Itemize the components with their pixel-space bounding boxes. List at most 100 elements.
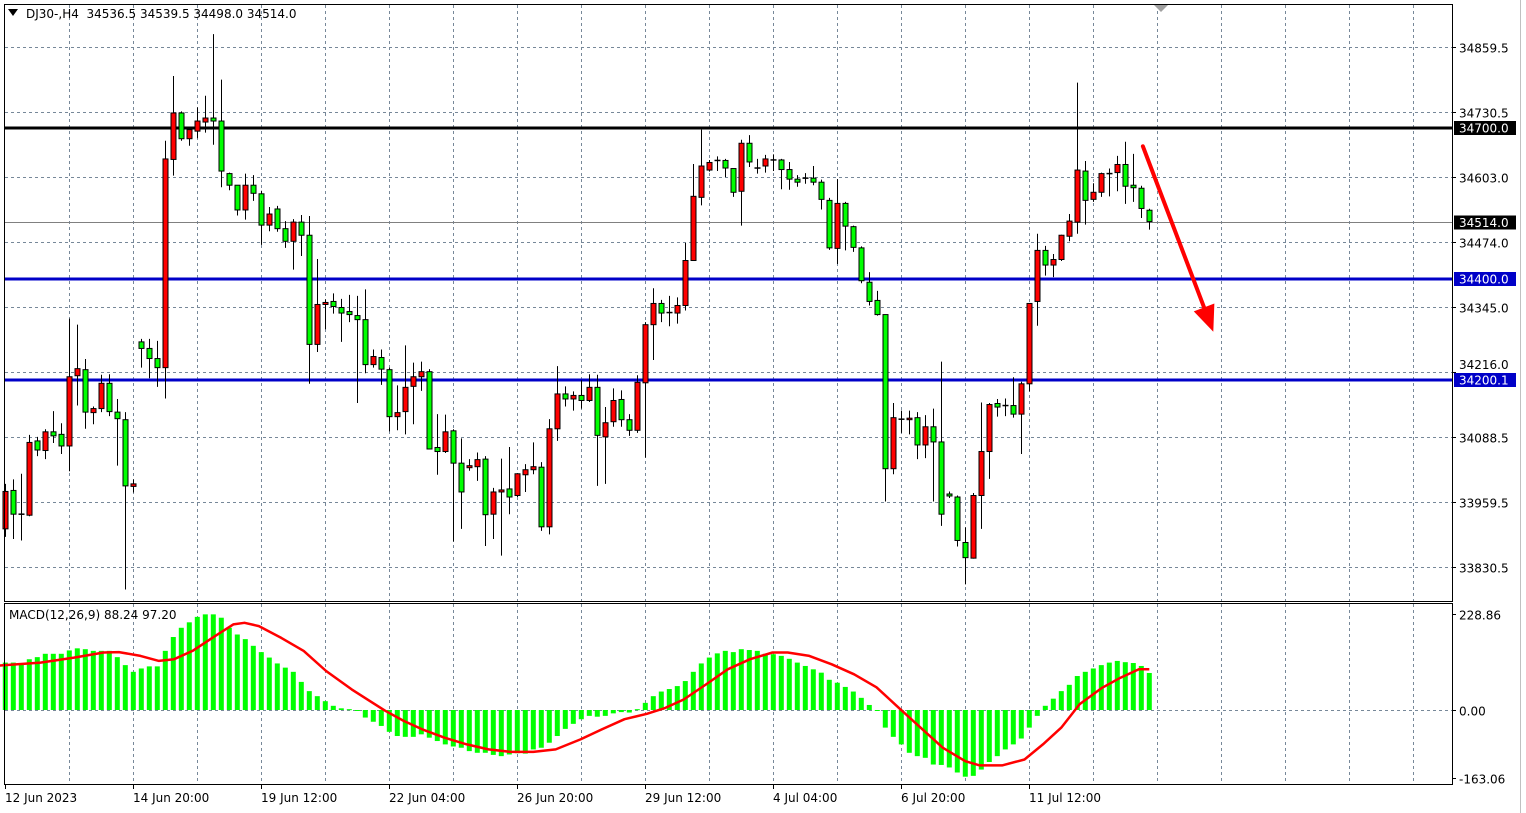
macd-histogram-bar xyxy=(690,671,696,710)
macd-histogram-bar xyxy=(378,710,384,726)
candle xyxy=(498,458,505,556)
time-axis-label: 6 Jul 20:00 xyxy=(901,791,965,805)
candle xyxy=(1106,168,1113,197)
candle-body xyxy=(98,382,105,410)
candle xyxy=(362,289,369,374)
candle xyxy=(130,479,137,493)
candle xyxy=(810,166,817,186)
macd-histogram-bar xyxy=(1114,660,1120,710)
macd-histogram-bar xyxy=(1122,662,1128,710)
candle xyxy=(450,429,457,542)
candle-body xyxy=(546,428,553,528)
candle xyxy=(154,340,161,387)
candle xyxy=(106,374,113,417)
candle xyxy=(386,367,393,432)
candle-body xyxy=(186,129,193,140)
macd-title: MACD(12,26,9) 88.24 97.20 xyxy=(9,608,177,622)
macd-histogram-bar xyxy=(770,654,776,710)
candle-body xyxy=(378,357,385,370)
candle-body xyxy=(282,228,289,242)
candle xyxy=(226,172,233,191)
candle-body xyxy=(234,184,241,211)
candle-body xyxy=(578,394,585,401)
macd-histogram-bar xyxy=(882,710,888,728)
candle xyxy=(786,161,793,190)
candle-body xyxy=(474,459,481,468)
candle xyxy=(1050,253,1057,278)
arrow-head-icon xyxy=(1193,303,1215,332)
level-label-bg xyxy=(1454,121,1516,135)
macd-histogram-bar xyxy=(338,708,344,710)
macd-histogram-bar xyxy=(650,696,656,710)
candle-body xyxy=(978,451,985,496)
level-label: 34700.0 xyxy=(1459,122,1509,136)
candle-body xyxy=(986,404,993,453)
candle xyxy=(394,385,401,431)
candle xyxy=(842,201,849,251)
macd-histogram-bar xyxy=(890,710,896,737)
candle xyxy=(458,438,465,529)
candle xyxy=(618,390,625,427)
candle xyxy=(866,272,873,306)
macd-histogram-bar xyxy=(914,710,920,757)
candle-body xyxy=(386,369,393,418)
candle xyxy=(858,246,865,284)
macd-histogram-bar xyxy=(34,657,40,710)
candle-body xyxy=(506,488,513,498)
level-label: 34400.0 xyxy=(1459,273,1509,287)
candle xyxy=(74,324,81,406)
arrow-shaft xyxy=(1140,144,1207,310)
candle-body xyxy=(850,226,857,248)
candle-body xyxy=(570,394,577,400)
macd-histogram-bar xyxy=(594,710,600,717)
candle xyxy=(1074,82,1081,234)
candle-body xyxy=(594,386,601,436)
candle xyxy=(1098,172,1105,197)
macd-histogram-bar xyxy=(1138,665,1144,710)
candle-body xyxy=(42,431,49,452)
macd-histogram-bar xyxy=(298,681,304,710)
macd-histogram-bar xyxy=(1050,698,1056,710)
candle-body xyxy=(618,398,625,421)
macd-histogram-bar xyxy=(586,710,592,716)
macd-histogram-bar xyxy=(1034,710,1040,716)
candle-body xyxy=(74,368,81,377)
bid-price-label: 34514.0 xyxy=(1459,216,1509,230)
macd-histogram-bar xyxy=(978,710,984,770)
candle-body xyxy=(794,178,801,183)
candle xyxy=(634,375,641,433)
candle xyxy=(114,398,121,466)
macd-histogram-bar xyxy=(778,655,784,710)
candle xyxy=(658,299,665,323)
macd-histogram-bar xyxy=(186,622,192,710)
candle-body xyxy=(402,386,409,413)
candle xyxy=(282,221,289,248)
candle xyxy=(802,173,809,184)
macd-histogram-bar xyxy=(986,710,992,763)
candle xyxy=(530,442,537,475)
price-levels[interactable] xyxy=(5,126,1452,382)
candle xyxy=(938,361,945,526)
candle xyxy=(322,299,329,330)
macd-histogram-bar xyxy=(194,616,200,710)
candle xyxy=(370,349,377,368)
candle xyxy=(546,419,553,535)
candle xyxy=(746,135,753,168)
macd-histogram-bar xyxy=(154,666,160,710)
macd-axis-label: -163.06 xyxy=(1459,773,1505,787)
candle-body xyxy=(314,303,321,345)
candle-body xyxy=(954,496,961,541)
symbol-menu-triangle-icon[interactable] xyxy=(8,9,18,16)
candle-body xyxy=(962,541,969,559)
macd-histogram-bar xyxy=(1090,668,1096,710)
macd-histogram-bar xyxy=(354,710,360,711)
candle-body xyxy=(1082,170,1089,201)
macd-histogram-bar xyxy=(74,648,80,710)
candle-body xyxy=(50,431,57,437)
candle xyxy=(258,190,265,245)
panel-frames xyxy=(4,0,1521,813)
macd-histogram-bar xyxy=(970,710,976,776)
candle-body xyxy=(1018,383,1025,415)
candle xyxy=(298,215,305,256)
